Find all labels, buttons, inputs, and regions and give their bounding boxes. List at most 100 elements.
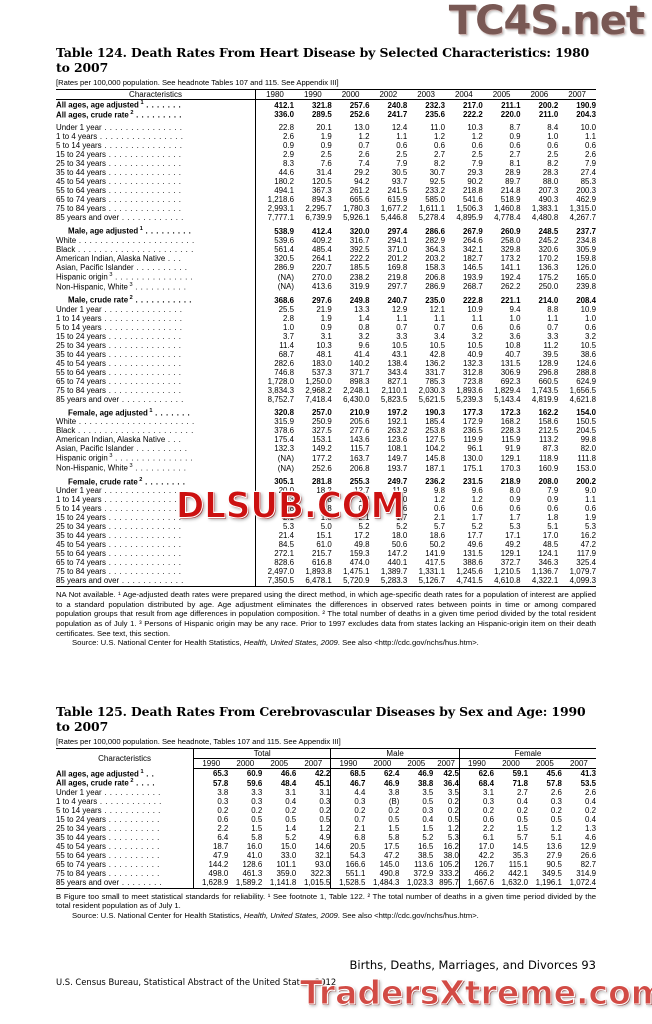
row-label-text: 1 to 14 years	[56, 313, 102, 323]
data-cell: 0.2	[388, 805, 400, 815]
leader-dots: . . . . . . . . . .	[133, 262, 188, 272]
data-cell: 17.1	[505, 531, 521, 541]
data-cell: 68.7	[254, 349, 294, 359]
data-cell: 296.8	[538, 367, 559, 377]
data-cell: 0.6	[509, 504, 521, 514]
data-cell: 48.4	[280, 778, 297, 788]
data-cell: 297.6	[311, 295, 332, 305]
data-cell: 11.2	[543, 340, 559, 350]
data-cell: 169.8	[387, 262, 408, 272]
data-cell: 0.8	[320, 504, 332, 514]
data-cell: 1,475.1	[343, 567, 370, 577]
data-cell: 0.5	[388, 814, 400, 824]
data-cell: 2.5	[396, 150, 408, 160]
table-row: Under 1 year . . . . . . . . . . . . . .…	[56, 486, 596, 496]
leader-dots: . . .	[165, 435, 182, 445]
data-cell: 12.4	[391, 123, 408, 133]
leader-dots: . . . . . . . . . . . . . . .	[101, 322, 183, 332]
data-cell: 9.4	[509, 304, 521, 314]
data-cell: 490.3	[538, 195, 559, 205]
data-cell: 541.6	[462, 195, 483, 205]
data-cell: 175.4	[254, 435, 294, 445]
leader-dots: . . . . . . . . . . . . . .	[106, 195, 182, 205]
data-cell: 1.9	[585, 513, 596, 523]
data-cell: 372.7	[500, 558, 521, 568]
row-label-text: All ages, age adjusted	[56, 100, 139, 110]
data-cell: 204.3	[576, 110, 596, 120]
data-cell: 214.0	[538, 295, 559, 305]
leader-dots: . . . . . . . . . . . . . . .	[101, 304, 183, 314]
row-label-text: 65 to 74 years	[56, 195, 107, 205]
data-cell: 3.5	[422, 787, 434, 797]
data-cell: 0.9	[509, 495, 521, 505]
data-cell: 3.5	[447, 787, 459, 797]
row-label: American Indian, Alaska Native . . .	[56, 435, 256, 444]
data-cell: 1.1	[396, 313, 408, 323]
data-cell: 263.2	[387, 426, 408, 436]
data-cell: 2.6	[585, 150, 596, 160]
row-label-text: Hispanic origin	[56, 454, 108, 463]
data-cell: 7,418.4	[305, 394, 332, 404]
data-cell: 1.2	[433, 132, 445, 142]
data-cell: 723.8	[462, 376, 483, 386]
data-cell: 28.3	[542, 168, 559, 178]
data-cell: 1,023.3	[406, 877, 434, 887]
data-cell: 41.3	[580, 769, 596, 779]
data-cell: 0.6	[547, 504, 559, 514]
table-row: 15 to 24 years . . . . . . . . . . . . .…	[56, 150, 596, 160]
data-cell: 1,656.5	[569, 385, 596, 395]
row-label-text: All ages, crude rate	[56, 778, 129, 788]
data-cell: 1,528.5	[330, 877, 366, 889]
data-cell: 248.5	[538, 226, 559, 236]
data-cell: 2.7	[433, 150, 445, 160]
data-cell: 92.5	[429, 177, 445, 187]
data-cell: 154.0	[576, 408, 596, 418]
data-cell: 1,667.6	[458, 877, 494, 889]
table-row: 1 to 4 years . . . . . . . . . . . . 0.3 0…	[56, 796, 596, 806]
data-cell: 297.4	[387, 226, 408, 236]
data-cell: 3.3	[547, 331, 559, 341]
leader-dots: . . . . . . . . . . . . . .	[106, 168, 182, 178]
data-cell: 88.0	[542, 177, 559, 187]
row-label-text: 35 to 44 years	[56, 168, 107, 178]
data-cell: 8.8	[547, 304, 559, 314]
data-cell: 175.2	[538, 272, 559, 282]
leader-dots: . . . . . . . . . . . . . .	[106, 349, 182, 359]
data-cell: 286.9	[425, 282, 445, 292]
data-cell: 2.6	[550, 787, 562, 797]
table-row: 75 to 84 years . . . . . . . . . . . . .…	[56, 385, 596, 395]
column-header-year: 2000	[494, 758, 528, 769]
data-cell: 320.8	[254, 403, 294, 418]
data-cell: 1.2	[550, 823, 562, 833]
column-header-year: 1990	[293, 89, 332, 100]
data-cell: 27.4	[580, 168, 596, 178]
row-label-text: 45 to 54 years	[56, 177, 107, 187]
data-cell: 0.2	[585, 805, 596, 815]
table-year-header-row: 1990 2000 2005 2007 1990 2000 2005 2007 1990 2000…	[56, 758, 596, 769]
data-cell: 333.2	[439, 868, 459, 878]
row-label-text: Black	[56, 244, 76, 254]
data-cell: 327.5	[311, 426, 332, 436]
data-cell: 1.0	[358, 495, 370, 505]
row-label-text: Asian, Pacific Islander	[56, 262, 134, 272]
data-cell: 1.1	[585, 495, 596, 505]
leader-dots: . . . . . . . . . .	[106, 859, 160, 869]
data-cell: 539.6	[254, 235, 294, 245]
data-cell: 329.8	[500, 244, 521, 254]
data-cell: 6,430.0	[343, 394, 370, 404]
data-cell: 42.8	[429, 349, 445, 359]
rule	[56, 888, 596, 889]
row-label: Hispanic origin 3 . . . . . . . . . . . …	[56, 453, 256, 463]
row-label-text: 25 to 34 years	[56, 159, 107, 169]
data-cell: 2.7	[509, 150, 521, 160]
leader-dots: . . . . . . . . . . . . . .	[106, 204, 182, 214]
row-label: All ages, crude rate 2 . . . .	[56, 778, 194, 788]
data-cell: 0.7	[330, 814, 366, 824]
data-cell: 286.9	[254, 262, 294, 272]
data-cell: 17.0	[458, 841, 494, 851]
data-cell: 898.3	[349, 376, 370, 386]
table-group-header-row: Characteristics Total Male Female	[56, 748, 596, 769]
data-cell: 1.1	[547, 313, 559, 323]
data-cell: 123.6	[387, 435, 408, 445]
table-row: Black . . . . . . . . . . . . . . . . . …	[56, 244, 596, 254]
